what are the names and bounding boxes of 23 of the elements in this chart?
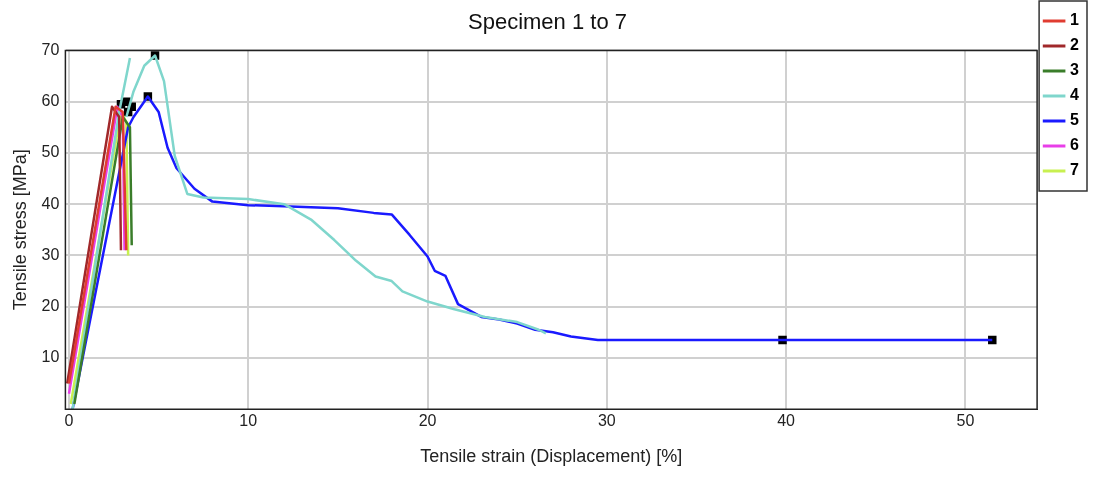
y-tick-label: 10: [41, 348, 60, 366]
legend-label: 7: [1070, 161, 1080, 179]
x-tick-label: 40: [777, 412, 796, 430]
y-tick-label: 40: [41, 194, 60, 212]
legend-label: 5: [1070, 111, 1080, 129]
y-axis-title: Tensile stress [MPa]: [9, 149, 30, 311]
legend-label: 4: [1070, 86, 1080, 104]
x-tick-label: 0: [64, 412, 74, 430]
x-tick-label: 10: [239, 412, 258, 430]
chart-title: Specimen 1 to 7: [468, 9, 627, 35]
y-tick-label: 70: [41, 40, 60, 58]
x-tick-label: 50: [956, 412, 975, 430]
legend-label: 1: [1070, 11, 1080, 29]
legend-label: 3: [1070, 61, 1080, 79]
y-tick-label: 30: [41, 245, 60, 263]
y-tick-label: 20: [41, 297, 60, 315]
y-tick-label: 50: [41, 143, 60, 161]
x-tick-label: 30: [597, 412, 616, 430]
legend-label: 2: [1070, 36, 1080, 54]
x-axis-title: Tensile strain (Displacement) [%]: [420, 446, 683, 467]
y-tick-label: 60: [41, 92, 60, 110]
legend-label: 6: [1070, 136, 1080, 154]
x-tick-label: 20: [418, 412, 437, 430]
